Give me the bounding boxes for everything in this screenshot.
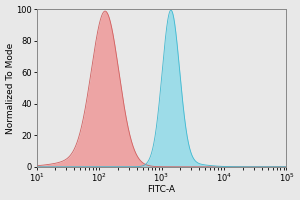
X-axis label: FITC-A: FITC-A (148, 185, 176, 194)
Y-axis label: Normalized To Mode: Normalized To Mode (6, 42, 15, 134)
